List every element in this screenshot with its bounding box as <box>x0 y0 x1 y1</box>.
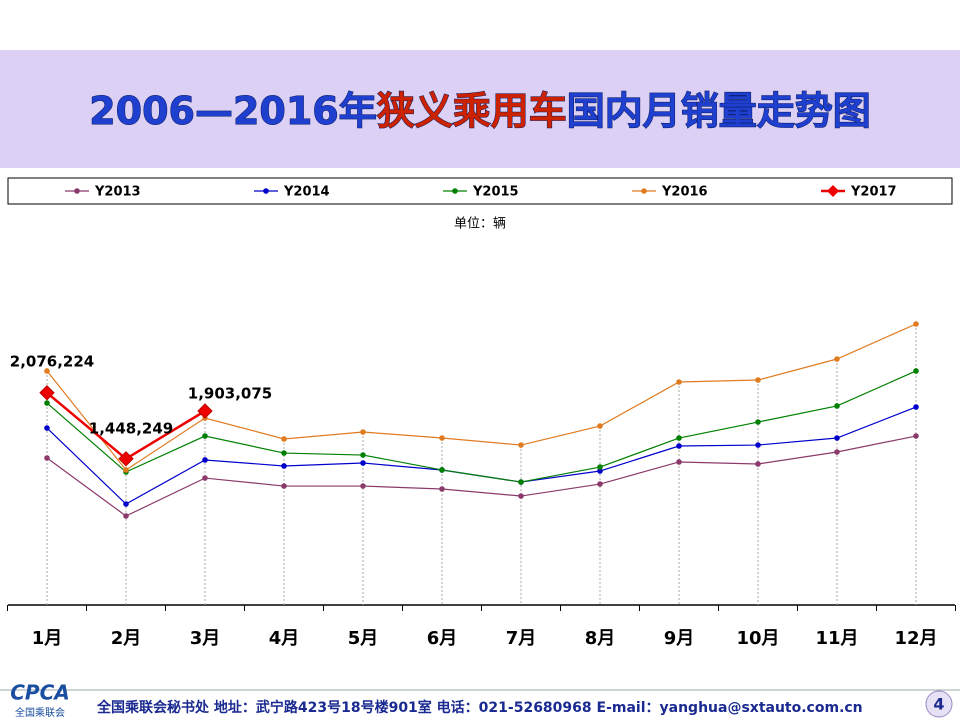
logo-sub: 全国乘联会 <box>15 706 65 719</box>
series-line <box>46 370 917 483</box>
point <box>281 483 287 489</box>
point <box>44 455 50 461</box>
x-tick-label: 6月 <box>427 628 458 649</box>
series-line <box>46 435 917 517</box>
page-number: 4 <box>933 695 944 714</box>
data-label: 2,076,224 <box>10 352 94 370</box>
point <box>913 433 919 439</box>
logo: CPCA <box>10 681 70 705</box>
point <box>202 433 208 439</box>
legend-swatch <box>452 188 458 194</box>
legend-swatch <box>827 185 839 197</box>
title-part: 2006—2016年 <box>89 89 377 133</box>
x-tick-label: 3月 <box>190 628 221 649</box>
x-tick-label: 10月 <box>736 628 779 649</box>
x-tick-label: 1月 <box>32 628 63 649</box>
point <box>913 321 919 327</box>
point <box>281 436 287 442</box>
point <box>597 468 603 474</box>
point <box>676 443 682 449</box>
point <box>834 449 840 455</box>
legend-label: Y2014 <box>283 185 330 200</box>
point <box>597 481 603 487</box>
point <box>755 442 761 448</box>
point <box>755 461 761 467</box>
x-tick-label: 9月 <box>664 628 695 649</box>
legend-box <box>7 177 953 205</box>
x-tick-label: 2月 <box>111 628 142 649</box>
plot: 1月 2月 3月 4月 5月 6月 7月 8月 9月 10月 11月 12月 Y2013 Y2014 Y20… <box>7 185 956 649</box>
title-part: 国内月销量走势图 <box>567 89 871 133</box>
point <box>597 423 603 429</box>
point <box>834 403 840 409</box>
series-line <box>46 323 917 471</box>
point <box>439 486 445 492</box>
point <box>281 463 287 469</box>
point <box>123 467 129 473</box>
point <box>123 513 129 519</box>
point <box>518 479 524 485</box>
point <box>44 400 50 406</box>
point <box>202 475 208 481</box>
point <box>913 404 919 410</box>
point <box>834 435 840 441</box>
point <box>913 368 919 374</box>
x-tick-label: 11月 <box>815 628 858 649</box>
point <box>755 419 761 425</box>
point <box>44 425 50 431</box>
page-badge <box>925 690 953 718</box>
title-part: 狭义乘用车 <box>377 89 567 133</box>
x-tick-label: 12月 <box>894 628 937 649</box>
legend-swatch <box>641 188 647 194</box>
point <box>439 467 445 473</box>
point <box>118 451 134 467</box>
point <box>676 459 682 465</box>
legend-label: Y2015 <box>472 185 519 200</box>
unit-label: 单位：辆 <box>454 217 506 232</box>
legend-swatch <box>74 188 80 194</box>
point <box>360 483 366 489</box>
point <box>281 450 287 456</box>
data-label: 1,903,075 <box>188 385 272 403</box>
point <box>202 457 208 463</box>
point <box>518 493 524 499</box>
point <box>676 379 682 385</box>
x-tick-label: 5月 <box>348 628 379 649</box>
x-tick-label: 8月 <box>585 628 616 649</box>
x-tick-label: 7月 <box>506 628 537 649</box>
point <box>197 403 213 419</box>
data-label: 1,448,249 <box>89 419 173 437</box>
point <box>360 429 366 435</box>
legend-swatch <box>263 188 269 194</box>
point <box>676 435 682 441</box>
point <box>39 385 55 401</box>
x-tick-label: 4月 <box>269 628 300 649</box>
point <box>360 460 366 466</box>
point <box>755 377 761 383</box>
footer-contact: 全国乘联会秘书处 地址：武宁路423号18号楼901室 电话：021-52680… <box>96 699 863 716</box>
point <box>123 501 129 507</box>
title: 2006—2016年狭义乘用车国内月销量走势图 <box>89 89 871 133</box>
point <box>518 442 524 448</box>
legend-label: Y2017 <box>850 185 897 200</box>
point <box>834 356 840 362</box>
header-band <box>0 50 960 168</box>
legend-label: Y2013 <box>94 185 141 200</box>
point <box>44 368 50 374</box>
point <box>360 452 366 458</box>
legend-label: Y2016 <box>661 185 708 200</box>
point <box>439 435 445 441</box>
point <box>597 464 603 470</box>
